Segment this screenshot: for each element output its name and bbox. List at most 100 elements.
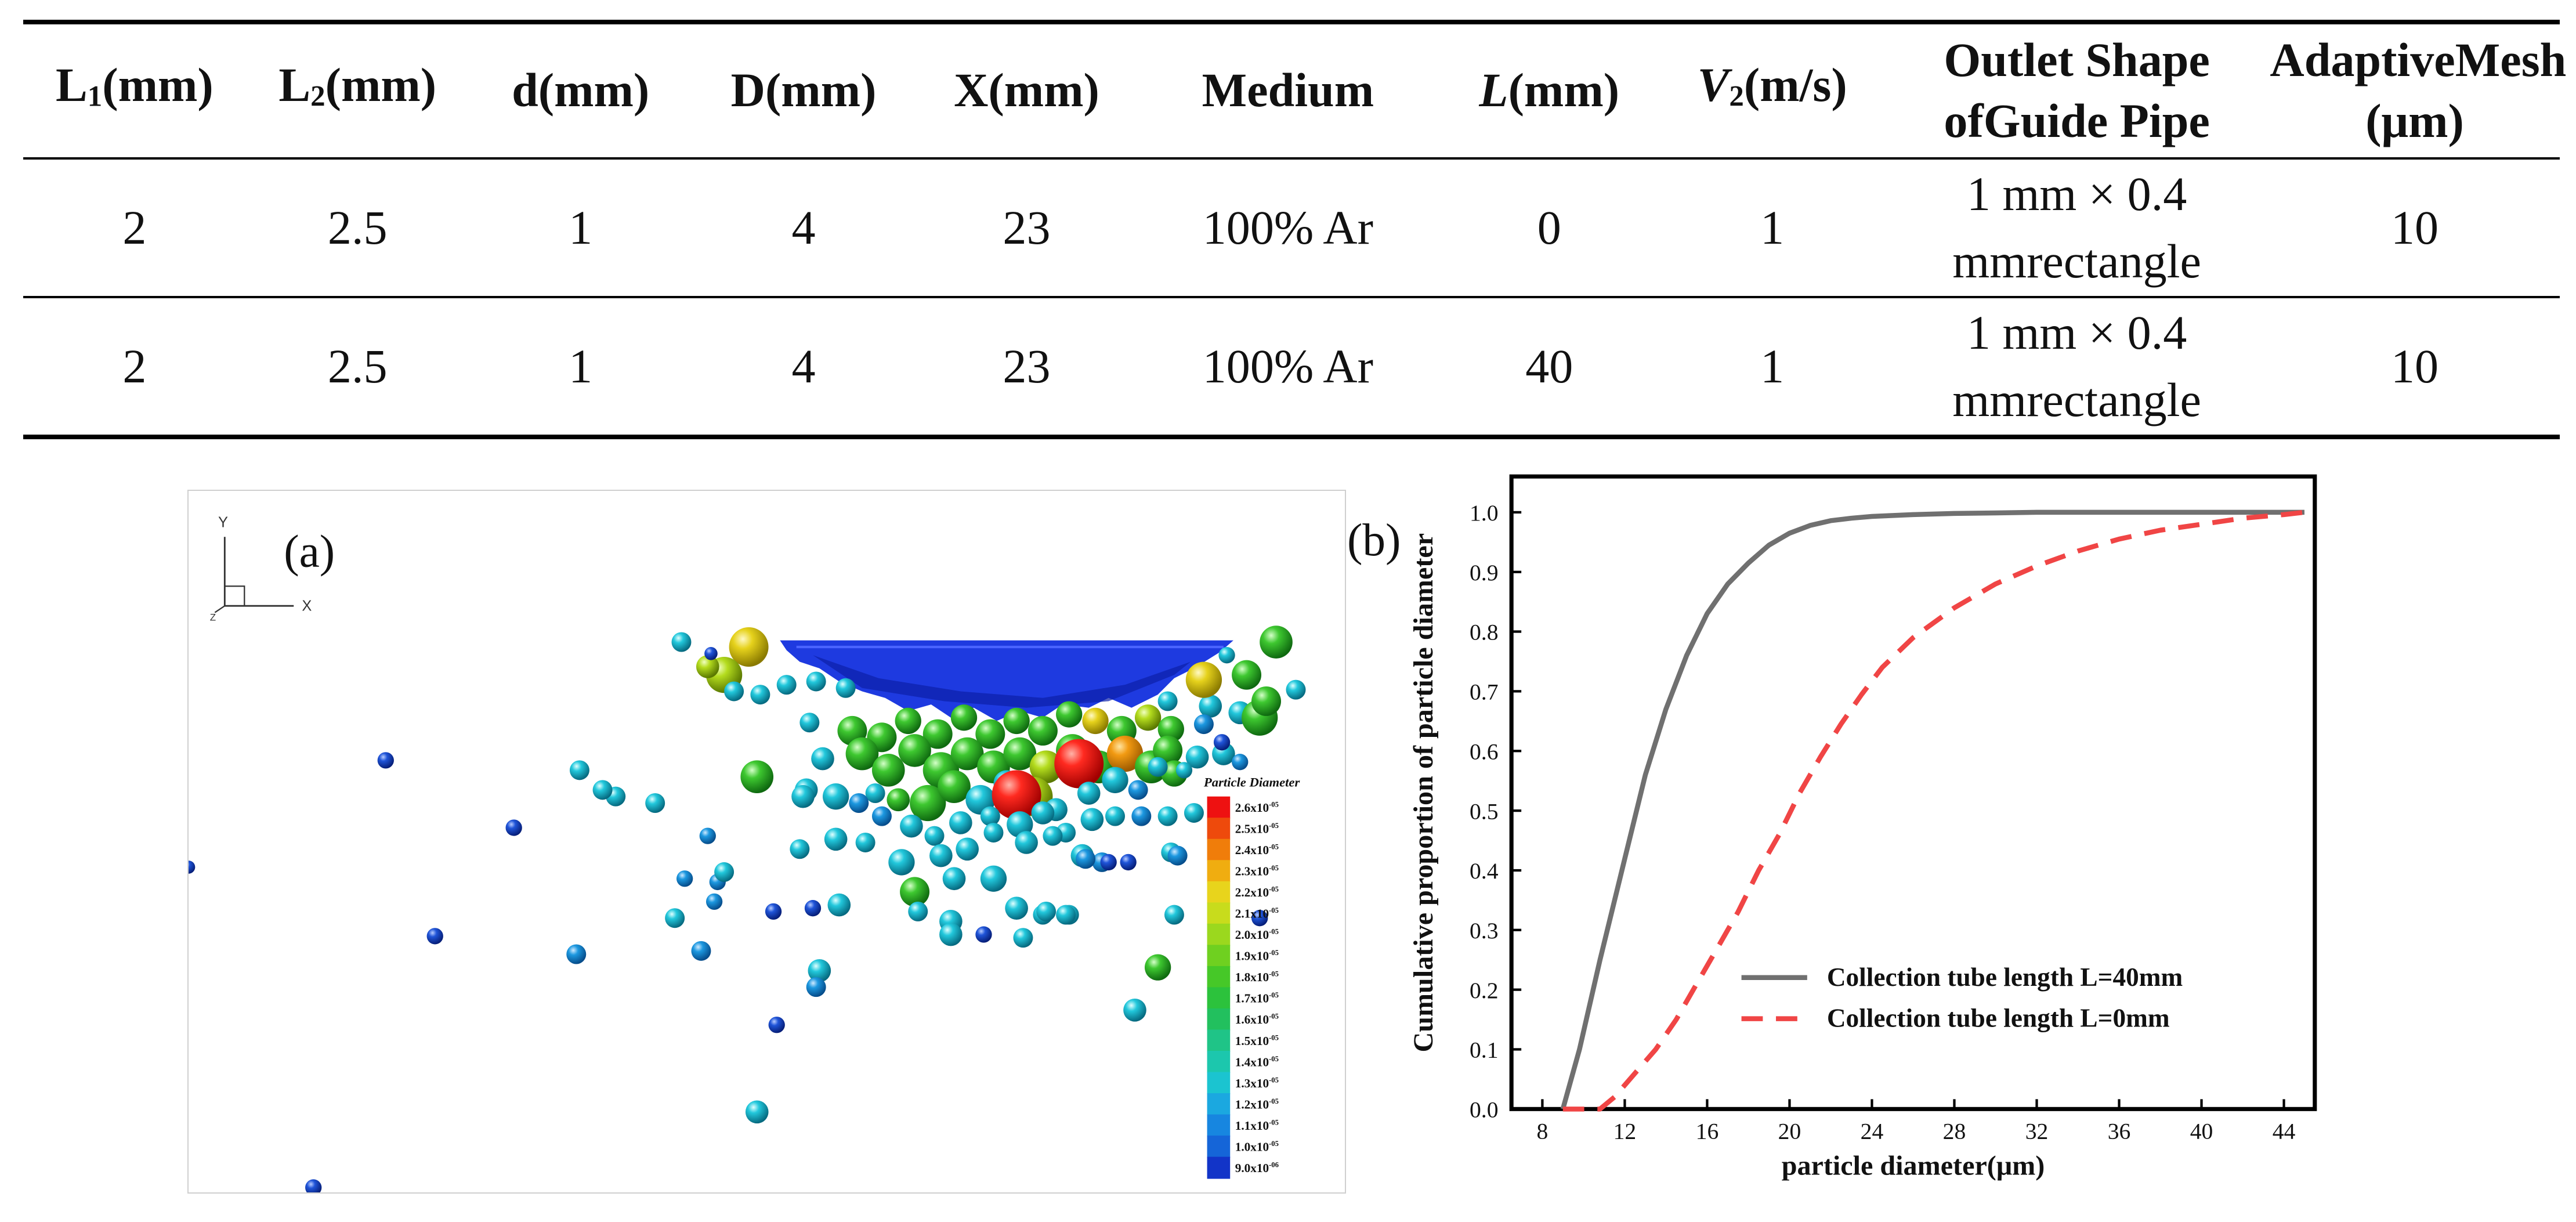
particle-sphere [811,747,834,771]
particle-sphere [899,814,923,838]
header-medium: Medium [1202,64,1374,117]
particle-sphere [929,844,953,867]
particle-sphere [1157,691,1178,711]
particle-sphere [1027,715,1058,746]
colorbar-tick-label: 2.3x10-05 [1235,864,1279,878]
particle-sphere [791,784,815,808]
particle-sphere [1131,806,1152,826]
particle-sphere [855,832,875,852]
cell-D: 4 [791,201,816,254]
colorbar-tick-label: 1.9x10-05 [1235,949,1279,963]
colorbar-tick-label: 1.6x10-05 [1235,1013,1279,1026]
colorbar-swatch [1207,923,1231,946]
particle-sphere [505,819,522,836]
particle-sphere [822,783,849,810]
y-tick-label: 1.0 [1470,500,1499,526]
colorbar-tick-label: 2.0x10-05 [1235,927,1279,941]
x-tick-label: 40 [2190,1118,2213,1144]
cell-X: 23 [1003,339,1051,393]
colorbar-tick-label: 9.0x10-06 [1235,1160,1279,1174]
particle-sphere [1100,854,1117,870]
particle-sphere [1031,801,1055,825]
particle-sphere [1213,733,1231,751]
cell-mesh: 10 [2390,339,2439,393]
colorbar-tick-label: 1.2x10-05 [1235,1097,1279,1111]
colorbar-swatch [1207,860,1231,883]
particle-sphere [1003,707,1030,734]
particle-sphere [691,941,711,961]
particle-sphere [835,678,856,698]
x-tick-label: 16 [1696,1118,1719,1144]
colorbar-tick-label: 2.2x10-05 [1235,885,1279,899]
particle-sphere [1055,701,1083,728]
particle-sphere [790,839,810,859]
cell-L: 0 [1537,201,1561,254]
chart-svg: (b) 8 12 16 20 24 28 32 36 40 44 0.0 0.1 0.2 0.3 0.4 0.… [1347,474,2317,1181]
particle-sphere [824,827,848,851]
particle-sphere [1164,905,1184,925]
x-axis-title: particle diameter(μm) [1782,1151,2045,1181]
particle-sphere [1286,679,1306,700]
axis-z-label: Z [210,612,216,623]
particle-sphere [1120,854,1137,870]
cell-D: 4 [791,339,816,393]
particle-sphere [1148,757,1168,777]
cell-V2: 1 [1760,339,1785,393]
colorbar-tick-label: 2.1x10-05 [1235,906,1279,920]
particle-sphere [664,908,685,928]
particle-sphere [956,837,979,861]
colorbar-swatch [1207,838,1231,861]
table-row: 2 2.5 1 4 23 100% Ar 0 1 1 mm × 0.4 mmre… [23,158,2560,298]
header-d: d(mm) [512,64,650,117]
particle-sphere [1218,646,1235,664]
cell-L1: 2 [122,201,147,254]
particle-sphere [426,928,443,945]
particle-sphere [1005,896,1028,920]
particle-sphere [1106,735,1143,772]
particle-sphere [1199,694,1222,718]
particle-sphere [939,923,963,946]
y-axis-title: Cumulative proportion of particle diamet… [1408,533,1439,1053]
particle-sphere [871,753,905,787]
particle-sphere [898,733,931,767]
colorbar-tick-label: 2.5x10-05 [1235,822,1279,836]
colorbar-tick-label: 2.4x10-05 [1235,843,1279,856]
table-header-row: L1(mm) L2(mm) d(mm) D(mm) X(mm) Medium L… [23,21,2566,159]
cell-mesh: 10 [2390,201,2439,254]
particle-sphere [1185,745,1209,769]
particle-sphere [1157,806,1178,826]
particle-sphere [1128,780,1148,800]
particle-sphere [1015,830,1038,854]
particle-sphere [849,793,869,813]
particle-sphere [729,627,769,667]
particle-sphere [1075,849,1095,869]
cell-d: 1 [569,201,593,254]
header-L1: L1(mm) [55,58,214,113]
colorbar-swatch [1207,1114,1231,1137]
table-row: 2 2.5 1 4 23 100% Ar 40 1 1 mm × 0.4 mmr… [23,297,2560,438]
blue-interface-surface [780,640,1233,721]
axis-x-label: X [302,598,312,614]
particle-sphere [922,719,953,749]
series-line-1 [1560,509,2304,1110]
colorbar-swatch [1207,966,1231,988]
particle-sphere [671,632,692,652]
y-tick-label: 0.6 [1470,739,1499,764]
cumulative-distribution-chart: (b) 8 12 16 20 24 28 32 36 40 44 0.0 0.1 0.2 0.3 0.4 0.… [1347,468,2576,1216]
particle-sphere [975,926,992,943]
particle-sphere [696,655,719,678]
particle-sphere [569,760,589,780]
particle-sphere [1193,714,1214,734]
particle-sphere [1013,928,1033,948]
x-tick-label: 12 [1613,1118,1637,1144]
particle-scene: Y X Z (a) Particle Diameter 2.6x10-05 2.5… [188,514,1306,1192]
particle-sphere [909,784,946,821]
x-tick-label: 20 [1778,1118,1801,1144]
particle-sphere [750,684,770,704]
particle-sphere [1036,901,1056,921]
particle-sphere [1029,750,1063,783]
x-tick-label: 8 [1536,1118,1548,1144]
colorbar-tick-label: 2.6x10-05 [1235,800,1279,814]
y-tick-label: 0.3 [1470,918,1499,943]
